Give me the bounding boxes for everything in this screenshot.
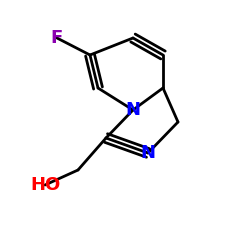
Text: F: F xyxy=(51,29,63,47)
Text: N: N xyxy=(140,144,156,162)
Text: N: N xyxy=(126,101,140,119)
Text: HO: HO xyxy=(30,176,60,194)
